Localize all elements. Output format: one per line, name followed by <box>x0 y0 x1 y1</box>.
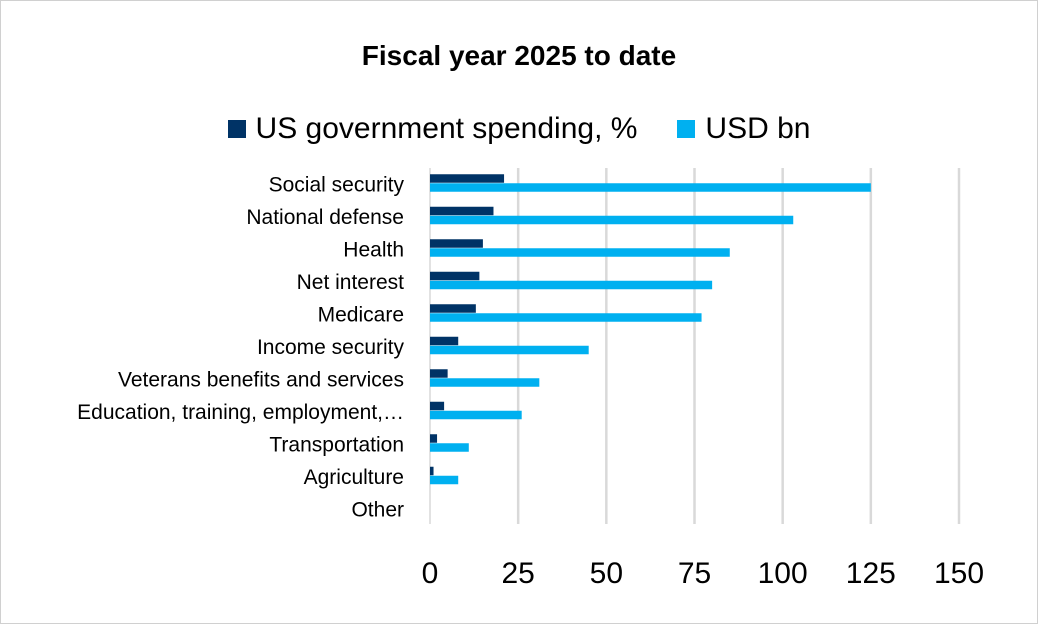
bar-usd-bn <box>430 475 459 485</box>
bar-spending-pct <box>430 369 448 378</box>
legend-item-usd: USD bn <box>677 112 810 146</box>
bar-usd-bn <box>430 248 730 257</box>
category-label: Agriculture <box>304 466 404 489</box>
x-tick-label: 75 <box>678 557 711 590</box>
bar-usd-bn <box>430 183 871 192</box>
x-tick-label: 50 <box>590 557 623 590</box>
category-label: National defense <box>246 206 404 229</box>
category-label: Veterans benefits and services <box>118 368 404 391</box>
x-tick-label: 100 <box>758 557 808 590</box>
legend: US government spending, % USD bn <box>0 112 1038 146</box>
x-tick-label: 125 <box>846 557 896 590</box>
bar-usd-bn <box>430 313 702 322</box>
bar-usd-bn <box>430 280 713 290</box>
legend-swatch-spending <box>227 120 246 138</box>
bar-spending-pct <box>430 206 494 216</box>
legend-item-spending: US government spending, % <box>227 112 638 146</box>
category-label: Social security <box>269 173 405 196</box>
bar-spending-pct <box>430 434 438 443</box>
x-tick-label: 150 <box>934 557 984 590</box>
x-tick-label: 25 <box>501 557 534 590</box>
legend-swatch-usd <box>677 120 696 138</box>
category-label: Transportation <box>269 433 404 456</box>
bar-usd-bn <box>430 345 589 355</box>
bar-usd-bn <box>430 215 794 225</box>
bar-usd-bn <box>430 443 469 452</box>
category-label: Health <box>343 238 404 261</box>
x-tick-label: 0 <box>422 557 439 590</box>
bar-spending-pct <box>430 304 476 313</box>
category-label: Income security <box>257 336 405 359</box>
category-label: Other <box>351 498 404 521</box>
category-label: Medicare <box>318 303 404 326</box>
category-label: Net interest <box>297 271 405 294</box>
bar-usd-bn <box>430 410 522 420</box>
legend-label-spending: US government spending, % <box>255 112 638 145</box>
category-label: Education, training, employment,… <box>77 401 404 424</box>
bar-spending-pct <box>430 174 505 183</box>
bar-spending-pct <box>430 336 459 346</box>
bar-spending-pct <box>430 271 480 281</box>
legend-label-usd: USD bn <box>705 112 811 145</box>
chart-title: Fiscal year 2025 to date <box>361 40 677 71</box>
bar-usd-bn <box>430 378 540 387</box>
bar-spending-pct <box>430 401 445 411</box>
bar-spending-pct <box>430 466 434 476</box>
bar-spending-pct <box>430 239 483 248</box>
